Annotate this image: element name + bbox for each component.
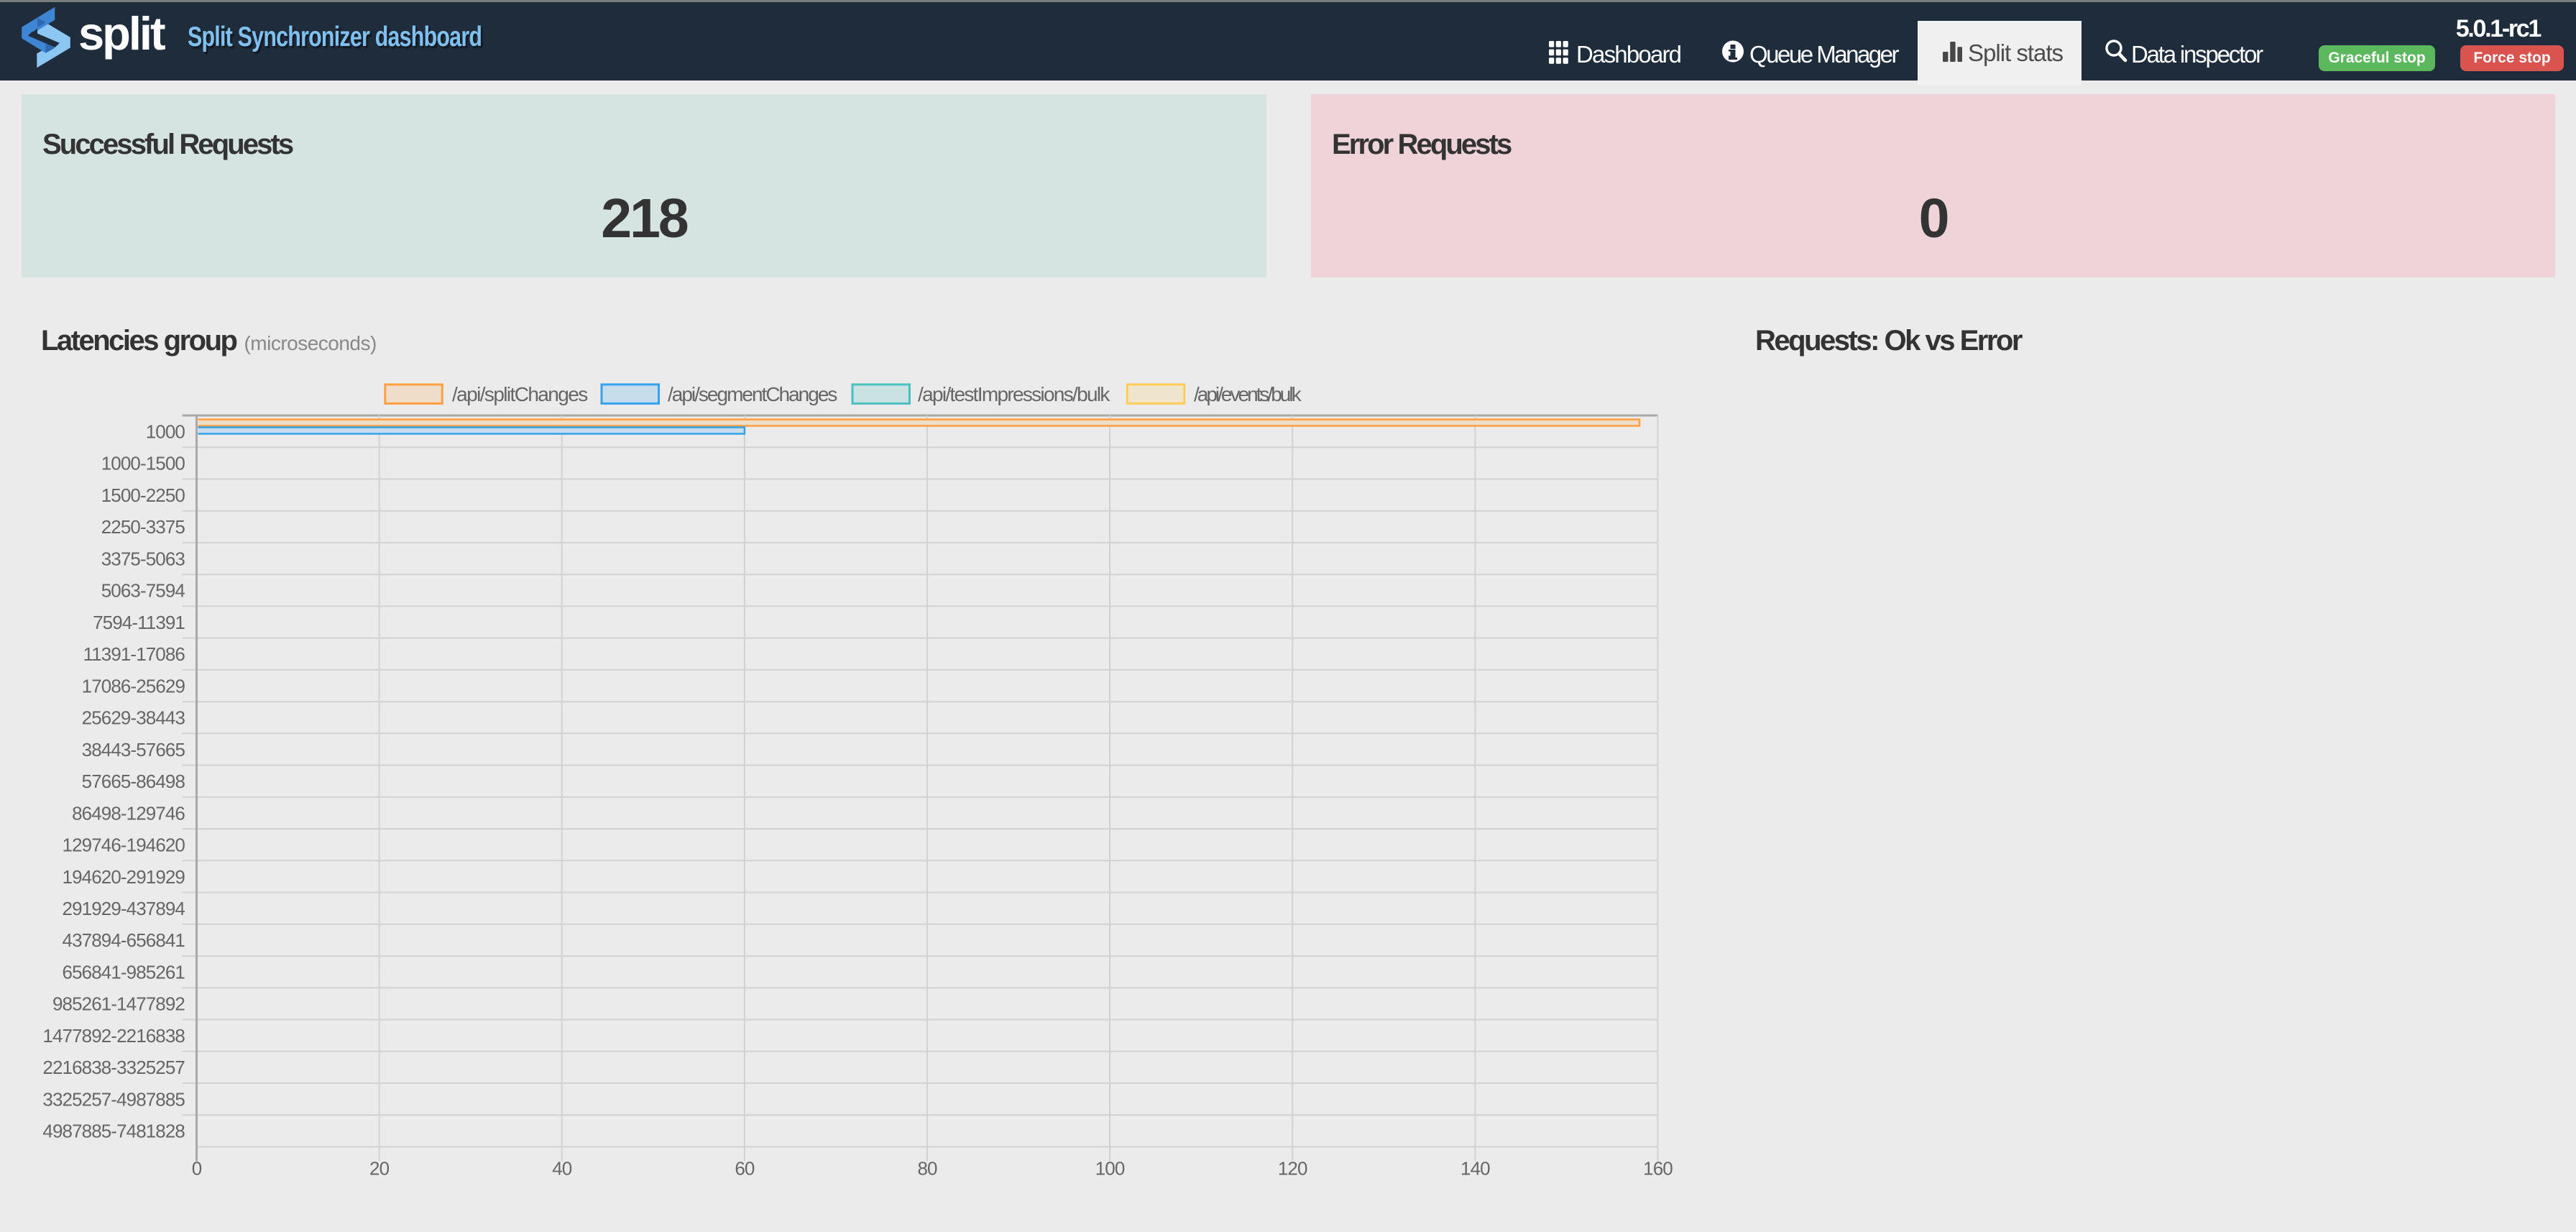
svg-text:/api/segmentChanges: /api/segmentChanges: [668, 383, 837, 405]
svg-text:20: 20: [369, 1158, 390, 1180]
svg-text:4987885-7481828: 4987885-7481828: [42, 1121, 185, 1142]
svg-text:2250-3375: 2250-3375: [101, 516, 185, 538]
svg-text:60: 60: [735, 1158, 755, 1180]
svg-text:7594-11391: 7594-11391: [93, 612, 185, 633]
svg-text:291929-437894: 291929-437894: [63, 898, 185, 919]
svg-text:120: 120: [1278, 1158, 1307, 1180]
svg-text:38443-57665: 38443-57665: [82, 739, 185, 760]
svg-text:0: 0: [192, 1158, 202, 1180]
svg-text:5063-7594: 5063-7594: [101, 580, 185, 602]
svg-text:/api/splitChanges: /api/splitChanges: [452, 383, 587, 405]
svg-text:1500-2250: 1500-2250: [101, 484, 185, 506]
svg-text:17086-25629: 17086-25629: [82, 675, 185, 697]
svg-text:2216838-3325257: 2216838-3325257: [42, 1057, 185, 1078]
svg-text:/api/testImpressions/bulk: /api/testImpressions/bulk: [918, 383, 1110, 405]
svg-text:656841-985261: 656841-985261: [63, 962, 185, 983]
svg-text:1000-1500: 1000-1500: [101, 453, 185, 474]
svg-text:3325257-4987885: 3325257-4987885: [42, 1088, 185, 1110]
svg-text:129746-194620: 129746-194620: [63, 835, 185, 856]
svg-text:100: 100: [1095, 1158, 1125, 1180]
svg-text:80: 80: [917, 1158, 937, 1180]
svg-text:140: 140: [1460, 1158, 1490, 1180]
svg-text:194620-291929: 194620-291929: [63, 866, 185, 888]
svg-text:25629-38443: 25629-38443: [82, 707, 185, 729]
svg-text:57665-86498: 57665-86498: [82, 771, 185, 792]
svg-text:3375-5063: 3375-5063: [101, 548, 185, 569]
svg-text:11391-17086: 11391-17086: [83, 643, 185, 665]
svg-text:1477892-2216838: 1477892-2216838: [42, 1025, 185, 1047]
svg-text:40: 40: [552, 1158, 572, 1180]
svg-text:/api/events/bulk: /api/events/bulk: [1194, 383, 1302, 405]
svg-text:437894-656841: 437894-656841: [63, 929, 185, 951]
svg-text:985261-1477892: 985261-1477892: [52, 993, 185, 1015]
svg-text:86498-129746: 86498-129746: [72, 802, 185, 824]
svg-text:1000: 1000: [146, 420, 185, 442]
svg-text:160: 160: [1643, 1158, 1673, 1180]
